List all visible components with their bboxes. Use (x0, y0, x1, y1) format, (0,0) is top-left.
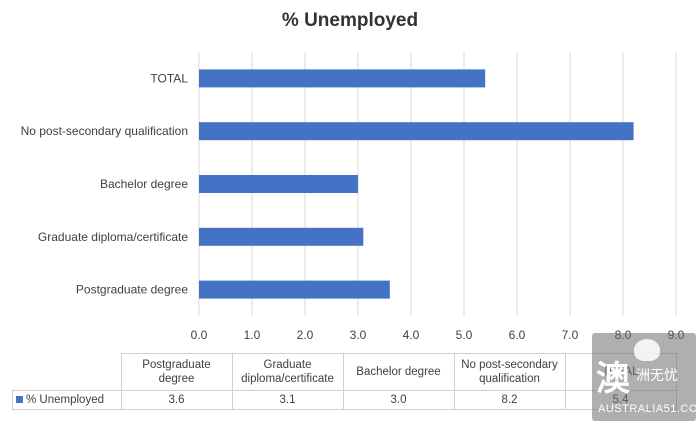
data-table-header: No post-secondary qualification (453, 353, 566, 391)
bar (199, 69, 486, 88)
bar (199, 280, 390, 299)
kangaroo-icon (634, 339, 660, 361)
category-label: No post-secondary qualification (21, 124, 188, 138)
category-label: Graduate diploma/certificate (38, 230, 188, 244)
data-table-header: Bachelor degree (342, 353, 455, 391)
bar (199, 175, 358, 193)
legend-key (16, 396, 23, 404)
x-tick-label: 0.0 (191, 328, 208, 342)
bar (199, 227, 364, 246)
x-tick-label: 2.0 (297, 328, 314, 342)
data-table-cell: 3.1 (231, 390, 344, 410)
data-table-value-row: % Unemployed 3.6 3.1 3.0 8.2 5.4 (12, 390, 677, 410)
data-table-row-label-text: % Unemployed (26, 394, 104, 406)
x-tick-label: 7.0 (562, 328, 579, 342)
data-table-cell: 3.6 (120, 390, 233, 410)
category-label: Postgraduate degree (76, 283, 188, 297)
watermark-small-text: 洲无忧 (636, 367, 678, 383)
data-table: Postgraduate degree Graduate diploma/cer… (12, 353, 677, 410)
category-labels: Postgraduate degree Graduate diploma/cert… (21, 71, 189, 296)
x-tick-label: 3.0 (350, 328, 367, 342)
data-table-header: Postgraduate degree (120, 353, 233, 391)
chart-title: % Unemployed (281, 10, 419, 31)
data-table-row-label: % Unemployed (12, 390, 122, 410)
watermark-logo: 澳 洲无忧 AUSTRALIA51.COM (592, 333, 700, 421)
data-table-corner (12, 353, 122, 391)
category-label: Bachelor degree (100, 177, 188, 191)
watermark-domain: AUSTRALIA51.COM (598, 403, 700, 415)
category-label: TOTAL (150, 71, 188, 85)
x-tick-label: 6.0 (509, 328, 526, 342)
data-table-cell: 3.0 (342, 390, 455, 410)
data-table-cell: 8.2 (453, 390, 566, 410)
x-tick-label: 4.0 (403, 328, 420, 342)
x-tick-label: 1.0 (244, 328, 261, 342)
data-table-header-row: Postgraduate degree Graduate diploma/cer… (12, 353, 677, 391)
bars (199, 69, 634, 299)
x-tick-label: 5.0 (456, 328, 473, 342)
bar (199, 122, 634, 141)
data-table-header: Graduate diploma/certificate (231, 353, 344, 391)
watermark-glyph: 澳 (596, 360, 630, 398)
